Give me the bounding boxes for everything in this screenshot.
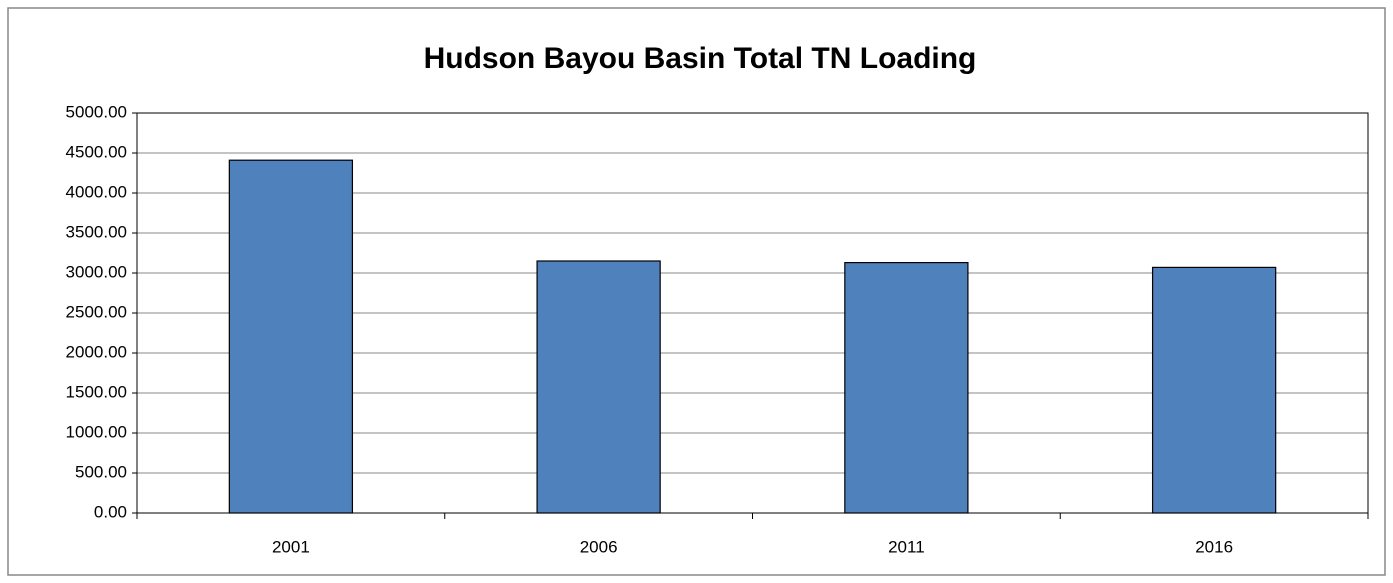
- y-tick-label: 4000.00: [66, 182, 127, 201]
- y-tick-label: 2000.00: [66, 342, 127, 361]
- bar: [1151, 266, 1277, 514]
- y-tick-label: 0.00: [94, 502, 127, 521]
- y-tick-label: 1500.00: [66, 382, 127, 401]
- x-tick-label: 2011: [888, 537, 925, 556]
- x-tick-label: 2006: [580, 537, 618, 556]
- y-tick-label: 3000.00: [66, 262, 127, 281]
- y-tick-label: 5000.00: [66, 102, 127, 121]
- bar: [228, 159, 354, 514]
- chart-title: Hudson Bayou Basin Total TN Loading: [424, 42, 977, 75]
- y-tick-label: 3500.00: [66, 222, 127, 241]
- x-tick-label: 2016: [1195, 537, 1233, 556]
- bar: [844, 262, 969, 514]
- bar: [536, 260, 661, 514]
- y-tick-label: 1000.00: [66, 422, 127, 441]
- y-tick-label: 500.00: [75, 462, 127, 481]
- y-tick-label: 2500.00: [66, 302, 127, 321]
- x-tick-label: 2001: [272, 537, 310, 556]
- y-tick-label: 4500.00: [66, 142, 127, 161]
